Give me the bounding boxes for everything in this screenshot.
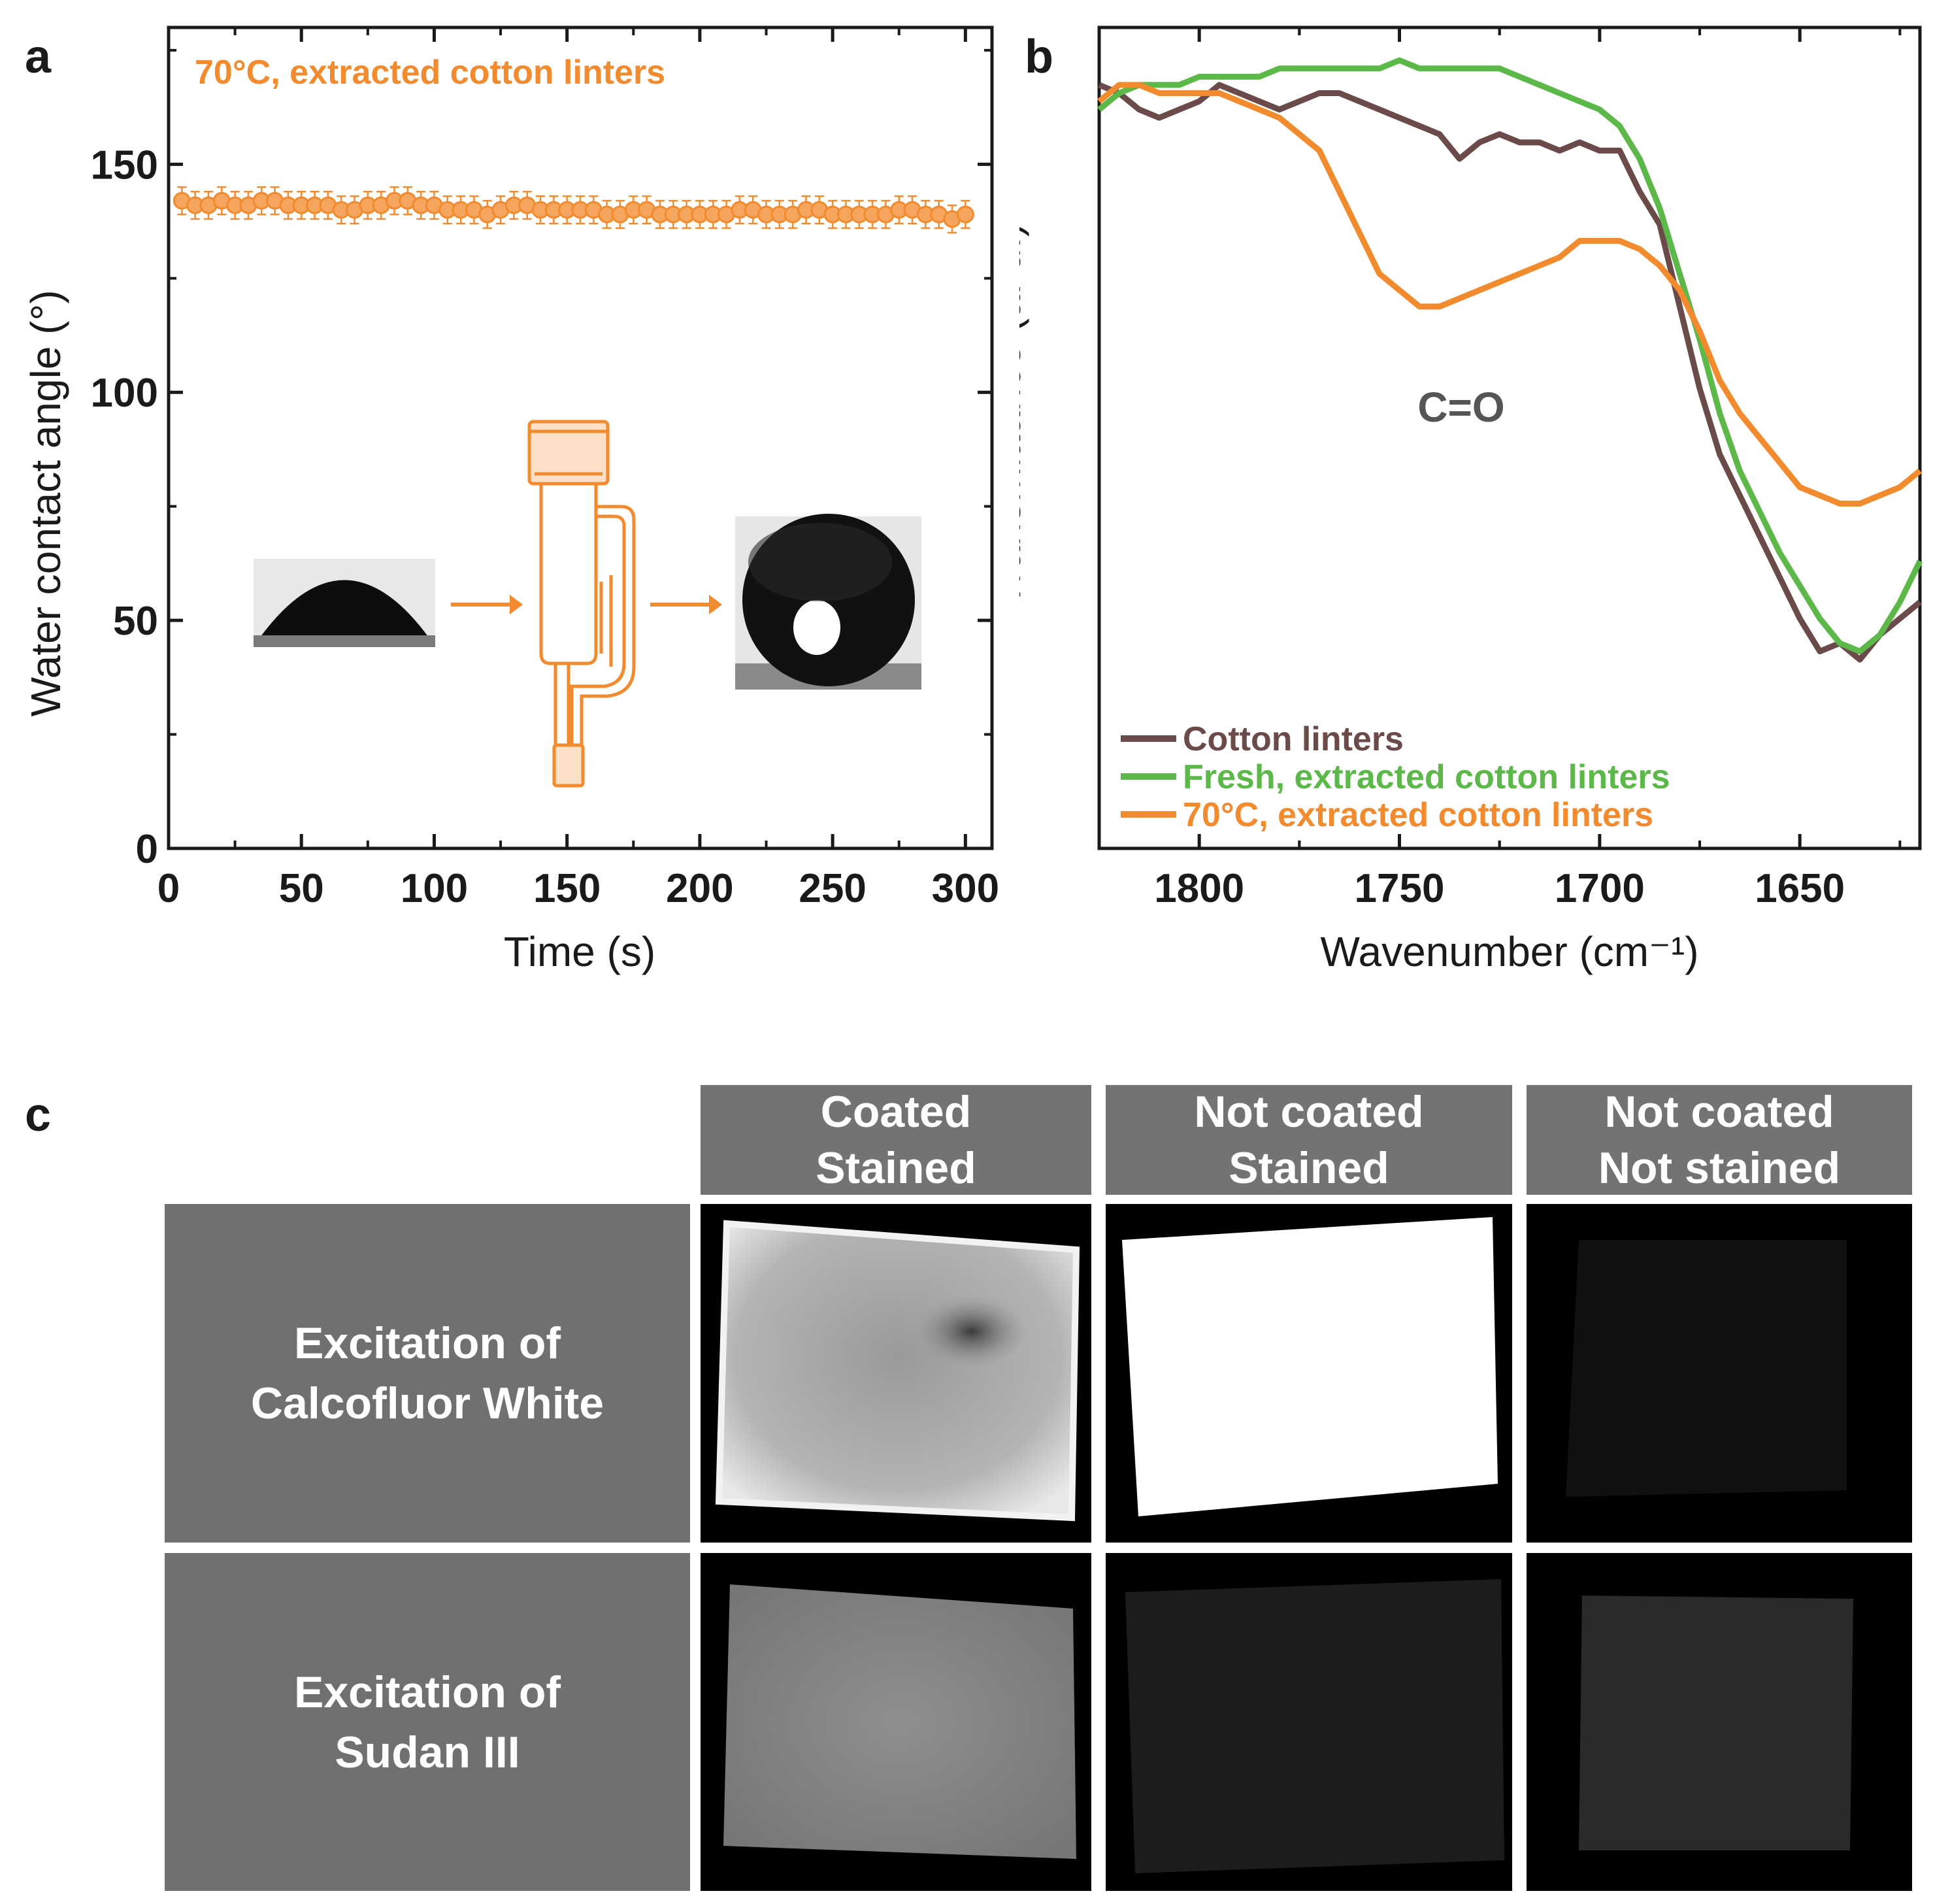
row-header-calcofluor: Excitation of Calcofluor White [165, 1204, 690, 1543]
x-tick-label: 100 [401, 866, 468, 911]
chart-a-ylabel: Water contact angle (°) [22, 290, 69, 717]
x-tick-label: 50 [279, 866, 324, 911]
col-header-line: Not coated [1604, 1087, 1834, 1137]
hydrophobic-droplet-photo [735, 514, 921, 690]
arrow-icon [650, 595, 722, 614]
micrograph-sudan-notcoated-notstained [1527, 1553, 1912, 1891]
carbonyl-annotation: C=O [1417, 384, 1504, 431]
x-tick-label: 0 [157, 866, 180, 911]
row-header-line: Excitation of [293, 1318, 561, 1368]
soxhlet-inset [254, 420, 921, 788]
x-tick-label: 1700 [1555, 866, 1645, 911]
row-header-line: Excitation of [293, 1667, 561, 1717]
micrograph-sudan-notcoated-stained [1106, 1553, 1512, 1891]
legend-label: Cotton linters [1183, 720, 1404, 758]
y-tick-label: 150 [91, 142, 158, 188]
col-header-line: Coated [820, 1087, 972, 1137]
col-header-line: Stained [816, 1143, 976, 1193]
plot-frame [167, 25, 994, 850]
panel-b-letter: b [1025, 31, 1053, 83]
y-tick-label: 50 [113, 599, 158, 644]
col-header-line: Not stained [1598, 1143, 1841, 1193]
soxhlet-extractor-icon [527, 420, 636, 788]
legend-label: 70°C, extracted cotton linters [1183, 796, 1653, 834]
series-line [1097, 57, 1923, 655]
hydrophilic-droplet-photo [254, 559, 435, 647]
plot-frame [1097, 25, 1922, 850]
series-line [1097, 82, 1922, 507]
x-tick-label: 300 [932, 866, 999, 911]
row-header-sudan: Excitation of Sudan III [165, 1553, 690, 1891]
contact-angle-chart: 0 50 100 150 200 250 300 0 50 100 150 70°C, extrac… [22, 25, 999, 975]
col-header-line: Not coated [1194, 1087, 1424, 1137]
x-tick-label: 1800 [1154, 866, 1244, 911]
arrow-icon [451, 595, 523, 614]
row-header-line: Calcofluor White [250, 1378, 604, 1428]
x-tick-label: 200 [666, 866, 733, 911]
chart-b-xlabel: Wavenumber (cm⁻¹) [1320, 928, 1698, 975]
x-tick-label: 150 [533, 866, 601, 911]
chart-b-ylabel: Transmittance (a. u.) [1019, 223, 1029, 607]
x-tick-label: 1750 [1355, 866, 1445, 911]
chart-a-title: 70°C, extracted cotton linters [195, 54, 665, 92]
micrograph-cw-notcoated-notstained [1527, 1204, 1912, 1543]
col-header-coated-stained: Coated Stained [701, 1085, 1091, 1195]
panel-a-letter: a [25, 31, 52, 83]
col-header-line: Stained [1229, 1143, 1389, 1193]
col-header-notcoated-notstained: Not coated Not stained [1527, 1085, 1912, 1195]
ftir-chart: 1800 1750 1700 1650 C=O Wavenumber (cm⁻¹) T… [1019, 25, 1923, 975]
series-line [1098, 82, 1922, 663]
col-header-notcoated-stained: Not coated Stained [1106, 1085, 1512, 1195]
y-tick-label: 0 [136, 827, 158, 872]
data-point [956, 205, 974, 224]
x-tick-label: 250 [799, 866, 866, 911]
row-header-line: Sudan III [335, 1727, 520, 1777]
legend-label: Fresh, extracted cotton linters [1183, 758, 1670, 796]
panel-c-letter: c [25, 1089, 52, 1141]
micrograph-cw-coated-stained [701, 1204, 1091, 1543]
y-tick-label: 100 [91, 371, 158, 416]
micrograph-cw-notcoated-stained [1106, 1204, 1512, 1543]
micrograph-sudan-coated-stained [701, 1553, 1091, 1891]
x-tick-label: 1650 [1755, 866, 1845, 911]
chart-a-xlabel: Time (s) [504, 928, 655, 975]
